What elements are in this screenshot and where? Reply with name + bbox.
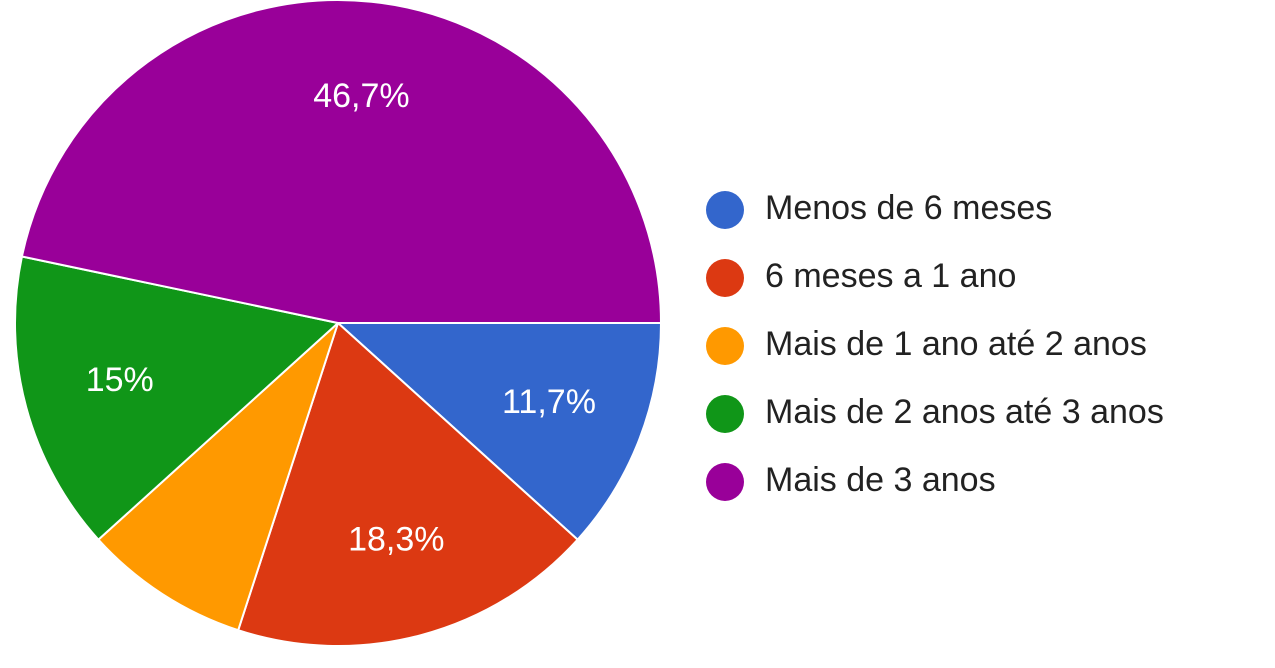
legend-label: Mais de 1 ano até 2 anos [765, 325, 1147, 363]
pie-slice [236, 321, 579, 647]
slice-label: 18,3% [348, 520, 444, 558]
legend-swatch [706, 463, 744, 501]
pie-slice [14, 255, 341, 542]
legend-label: Menos de 6 meses [765, 189, 1052, 227]
legend-swatch [706, 395, 744, 433]
legend-swatch [706, 259, 744, 297]
pie-slice [97, 319, 341, 632]
legend-label: Mais de 3 anos [765, 461, 996, 499]
legend-swatch [706, 191, 744, 229]
pie-slice [335, 322, 663, 542]
legend-swatch [706, 327, 744, 365]
slice-label: 11,7% [502, 383, 596, 421]
legend-label: Mais de 2 anos até 3 anos [765, 393, 1164, 431]
slice-label: 15% [86, 361, 154, 399]
pie-slice [20, 0, 663, 324]
legend-label: 6 meses a 1 ano [765, 257, 1016, 295]
slice-label: 46,7% [313, 77, 409, 115]
